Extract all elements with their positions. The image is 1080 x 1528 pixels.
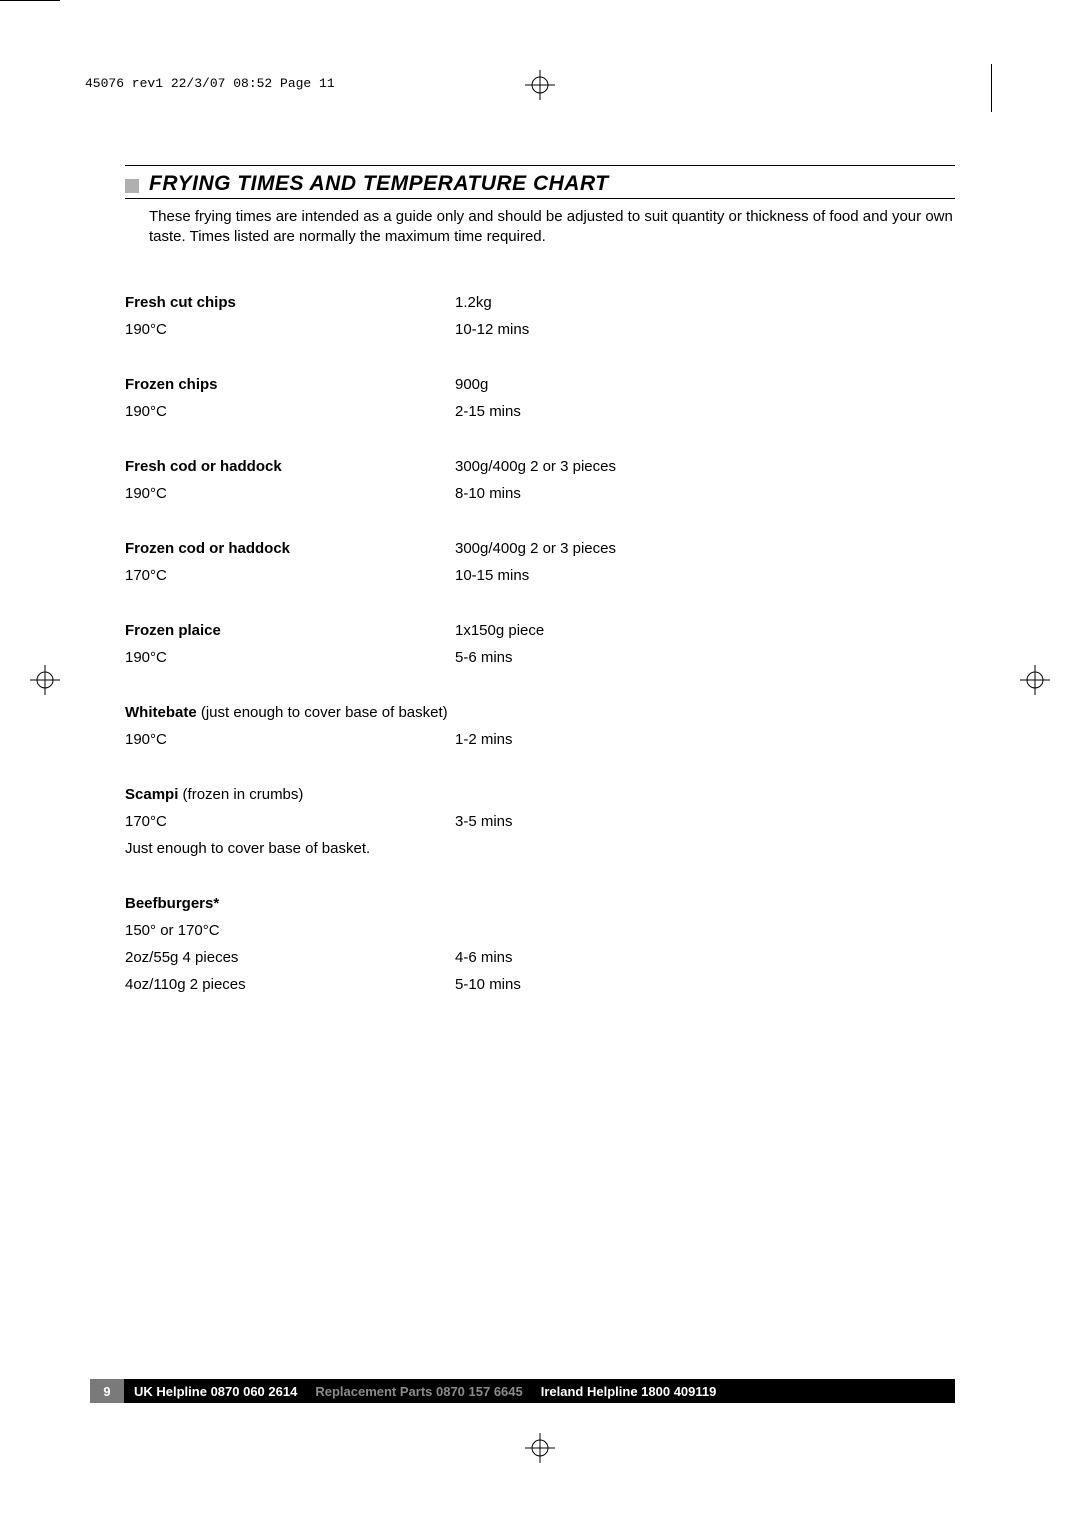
chart-item: Frozen cod or haddock300g/400g 2 or 3 pi…: [125, 540, 955, 584]
footer-bar: 9 UK Helpline 0870 060 2614 Replacement …: [90, 1379, 955, 1403]
food-time: 1-2 mins: [455, 731, 955, 748]
page-number: 9: [90, 1379, 124, 1403]
food-name: Beefburgers*: [125, 895, 955, 912]
food-name: Frozen plaice: [125, 622, 455, 639]
section-title-row: FRYING TIMES AND TEMPERATURE CHART: [125, 172, 955, 199]
food-qty: 300g/400g 2 or 3 pieces: [455, 458, 955, 475]
food-extra: Just enough to cover base of basket.: [125, 840, 370, 857]
chart-item: Fresh cod or haddock300g/400g 2 or 3 pie…: [125, 458, 955, 502]
food-temp: 150° or 170°C: [125, 922, 955, 939]
food-qty: 1x150g piece: [455, 622, 955, 639]
footer-uk-helpline: UK Helpline 0870 060 2614: [134, 1384, 297, 1399]
food-temp: 190°C: [125, 649, 455, 666]
intro-text: These frying times are intended as a gui…: [149, 207, 955, 246]
food-time: 10-15 mins: [455, 567, 955, 584]
food-time: 10-12 mins: [455, 321, 955, 338]
food-time: 8-10 mins: [455, 485, 955, 502]
title-bullet-icon: [125, 179, 139, 193]
food-name: Whitebate: [125, 704, 197, 721]
food-name: Frozen cod or haddock: [125, 540, 455, 557]
food-time: 5-6 mins: [455, 649, 955, 666]
footer-ie-helpline: Ireland Helpline 1800 409119: [541, 1384, 717, 1399]
print-slug: 45076 rev1 22/3/07 08:52 Page 11: [85, 76, 335, 91]
food-note: (frozen in crumbs): [183, 786, 304, 803]
food-name: Fresh cut chips: [125, 294, 455, 311]
chart-item: Beefburgers* 150° or 170°C 2oz/55g 4 pie…: [125, 895, 955, 993]
chart-item: Fresh cut chips1.2kg 190°C10-12 mins: [125, 294, 955, 338]
food-time: 3-5 mins: [455, 813, 955, 830]
food-time: 2-15 mins: [455, 403, 955, 420]
chart-item: Frozen plaice1x150g piece 190°C5-6 mins: [125, 622, 955, 666]
trim-mark: [0, 0, 60, 1]
food-qty: 900g: [455, 376, 955, 393]
content-frame: FRYING TIMES AND TEMPERATURE CHART These…: [125, 165, 955, 1031]
food-temp: 190°C: [125, 485, 455, 502]
registration-mark-icon: [525, 70, 555, 105]
food-temp: 190°C: [125, 403, 455, 420]
registration-mark-icon: [525, 1433, 555, 1468]
food-qty: 300g/400g 2 or 3 pieces: [455, 540, 955, 557]
food-time: 4-6 mins: [455, 949, 955, 966]
footer-text: UK Helpline 0870 060 2614 Replacement Pa…: [124, 1379, 955, 1403]
food-note: (just enough to cover base of basket): [201, 704, 448, 721]
food-qty: 2oz/55g 4 pieces: [125, 949, 455, 966]
chart-item: Frozen chips900g 190°C2-15 mins: [125, 376, 955, 420]
food-temp: 190°C: [125, 321, 455, 338]
registration-mark-icon: [1020, 665, 1050, 700]
food-temp: 170°C: [125, 567, 455, 584]
food-temp: 190°C: [125, 731, 455, 748]
food-qty: 1.2kg: [455, 294, 955, 311]
chart-item: Whitebate (just enough to cover base of …: [125, 704, 955, 748]
chart-item: Scampi (frozen in crumbs) 170°C3-5 mins …: [125, 786, 955, 857]
food-time: 5-10 mins: [455, 976, 955, 993]
registration-mark-icon: [30, 665, 60, 700]
food-name: Frozen chips: [125, 376, 455, 393]
frying-chart: Fresh cut chips1.2kg 190°C10-12 mins Fro…: [125, 294, 955, 993]
food-temp: 170°C: [125, 813, 455, 830]
trim-mark: [991, 64, 992, 112]
footer-parts: Replacement Parts 0870 157 6645: [315, 1384, 522, 1399]
food-name: Fresh cod or haddock: [125, 458, 455, 475]
food-name: Scampi: [125, 786, 178, 803]
page-title: FRYING TIMES AND TEMPERATURE CHART: [149, 172, 609, 196]
food-qty: 4oz/110g 2 pieces: [125, 976, 455, 993]
food-name-row: Scampi (frozen in crumbs): [125, 786, 303, 803]
food-name-row: Whitebate (just enough to cover base of …: [125, 704, 448, 721]
